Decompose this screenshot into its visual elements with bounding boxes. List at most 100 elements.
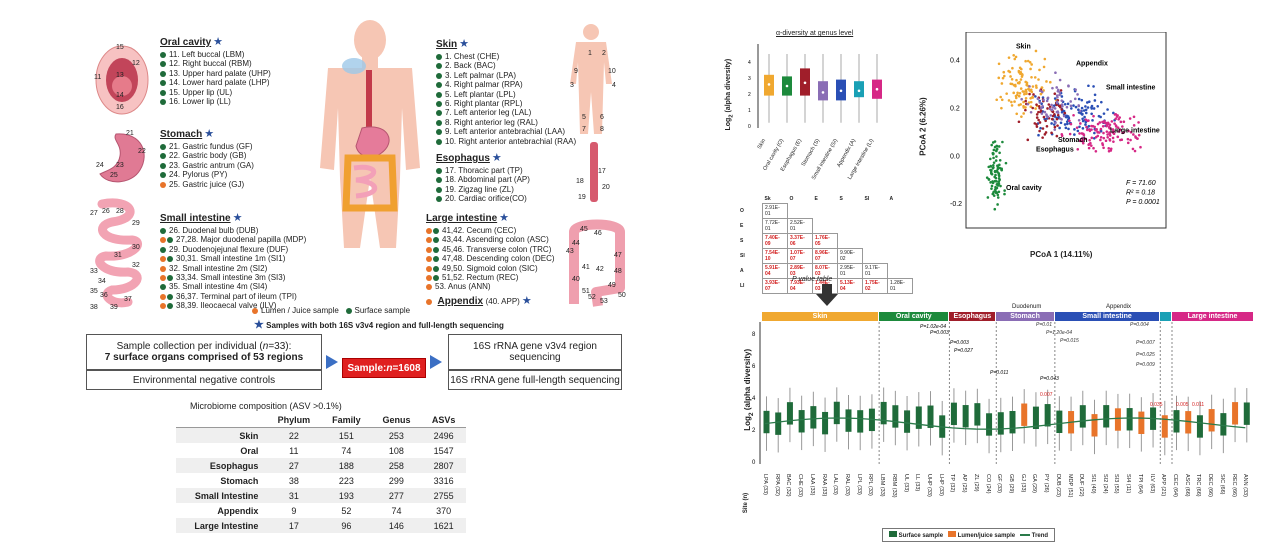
p-value-label: P=0.011 — [990, 370, 1009, 376]
scatter-point — [1031, 106, 1035, 110]
lumen-dot-icon — [160, 181, 166, 188]
site-tick-label: TRC (66) — [1195, 474, 1202, 497]
box — [810, 406, 817, 429]
scatter-point — [1099, 127, 1103, 131]
table-cell: 74 — [341, 445, 352, 456]
surface-dot-icon — [345, 307, 352, 314]
y-tick-label: 0 — [752, 460, 756, 466]
scatter-point — [1108, 138, 1112, 141]
scatter-point — [1108, 123, 1112, 127]
organ-bands: Skin Oral cavity Esophagus Stomach Small int… — [762, 312, 1254, 322]
scatter-point — [1093, 131, 1096, 135]
p-value-cell: 7.54E-10 — [762, 248, 788, 264]
surface-dot-icon — [436, 167, 442, 174]
scatter-point — [1054, 121, 1057, 125]
scatter-point — [1025, 83, 1028, 87]
right-arrow-icon — [430, 355, 442, 369]
surface-dot-icon — [436, 91, 442, 98]
scatter-point — [1081, 112, 1084, 116]
region-list-item: 36,37. Terminal part of ileum (TPI) — [160, 292, 306, 301]
box — [786, 402, 793, 425]
scatter-point — [1001, 140, 1004, 144]
surface-dot-icon — [167, 237, 173, 244]
scatter-point — [1073, 133, 1076, 136]
scatter-point — [1025, 92, 1028, 96]
scatter-point — [1019, 87, 1023, 90]
table-cell: 370 — [436, 505, 452, 516]
scatter-point — [1100, 100, 1103, 104]
site-tick-label: GF (33) — [996, 474, 1003, 493]
table-cell: 3316 — [433, 475, 454, 486]
scatter-point — [1087, 84, 1090, 88]
scatter-point — [997, 177, 1001, 180]
appendix-note: Appendix — [1106, 304, 1132, 310]
scatter-point — [1009, 82, 1013, 86]
scatter-point — [1012, 91, 1016, 95]
region-list-item: 24. Pylorus (PY) — [160, 170, 254, 179]
lumen-dot-icon — [252, 307, 258, 314]
scatter-point — [1127, 129, 1130, 133]
scatter-point — [1038, 68, 1041, 72]
scatter-point — [1041, 104, 1044, 108]
region-list-item: 32. Small intestine 2m (SI2) — [160, 264, 306, 273]
scatter-point — [1036, 97, 1040, 101]
p-value-cell: 1.28E-01 — [887, 278, 913, 294]
scatter-point — [1088, 128, 1091, 131]
site-tick-label: TPI (64) — [1136, 474, 1143, 494]
composition-title: Microbiome composition (ASV >0.1%) — [190, 401, 342, 411]
surface-dot-icon — [160, 51, 166, 58]
scatter-point — [1058, 93, 1061, 97]
scatter-point — [1059, 89, 1063, 92]
scatter-point — [995, 183, 999, 186]
p-value-cell: 2.95E-01 — [837, 263, 863, 279]
scatter-point — [998, 151, 1001, 155]
esophagus-illustration — [590, 142, 598, 202]
surface-dot-icon — [433, 227, 439, 234]
scatter-point — [1098, 121, 1102, 124]
scatter-point — [1049, 114, 1053, 117]
both-sequencing-legend: ★ Samples with both 16S v3v4 region and … — [254, 319, 504, 331]
scatter-point — [1035, 113, 1039, 116]
scatter-point — [1000, 98, 1004, 102]
median-dot — [785, 84, 789, 88]
region-list-item: 6. Right plantar (RPL) — [436, 99, 576, 108]
scatter-point — [1099, 135, 1103, 139]
scatter-point — [1060, 108, 1064, 111]
scatter-point — [1126, 137, 1130, 141]
scatter-point — [1040, 112, 1044, 115]
scatter-point — [1060, 99, 1064, 102]
scatter-point — [1035, 125, 1039, 129]
box — [1220, 413, 1227, 436]
scatter-point — [998, 163, 1001, 167]
scatter-point — [1015, 78, 1018, 82]
region-list-item: 49,50. Sigmoid colon (SIC) — [426, 264, 555, 273]
full-length-sequencing-box: 16S rRNA gene full-length sequencing — [448, 370, 622, 390]
scatter-point — [1003, 192, 1006, 196]
scatter-point — [1111, 131, 1115, 134]
median-dot — [857, 89, 861, 93]
scatter-point — [1111, 128, 1115, 131]
site-tick-label: CEC (64) — [1172, 474, 1178, 497]
box — [986, 413, 993, 436]
scatter-point — [996, 164, 999, 168]
scatter-point — [1013, 57, 1017, 61]
negative-controls-box: Environmental negative controls — [86, 370, 322, 390]
scatter-point — [1085, 128, 1089, 132]
table-cell: 108 — [388, 445, 404, 456]
surface-dot-icon — [436, 53, 442, 60]
scatter-point — [1058, 91, 1062, 94]
table-cell: 2755 — [421, 488, 466, 503]
scatter-point — [1026, 138, 1030, 142]
scatter-point — [1034, 49, 1038, 53]
site-tick-label: RPA (32) — [773, 474, 780, 496]
scatter-point — [994, 185, 997, 189]
site-boxplot-panel: Log2 (alpha diversity) Duodenum Appendix… — [740, 304, 1260, 544]
surface-dot-icon — [160, 172, 166, 179]
scatter-point — [1113, 122, 1116, 125]
scatter-point — [997, 182, 1001, 186]
region-list-item: 45,46. Transverse colon (TRC) — [426, 245, 555, 254]
scatter-point — [1045, 99, 1049, 103]
scatter-point — [1041, 127, 1045, 130]
box — [1103, 405, 1110, 428]
scatter-point — [1101, 142, 1104, 145]
